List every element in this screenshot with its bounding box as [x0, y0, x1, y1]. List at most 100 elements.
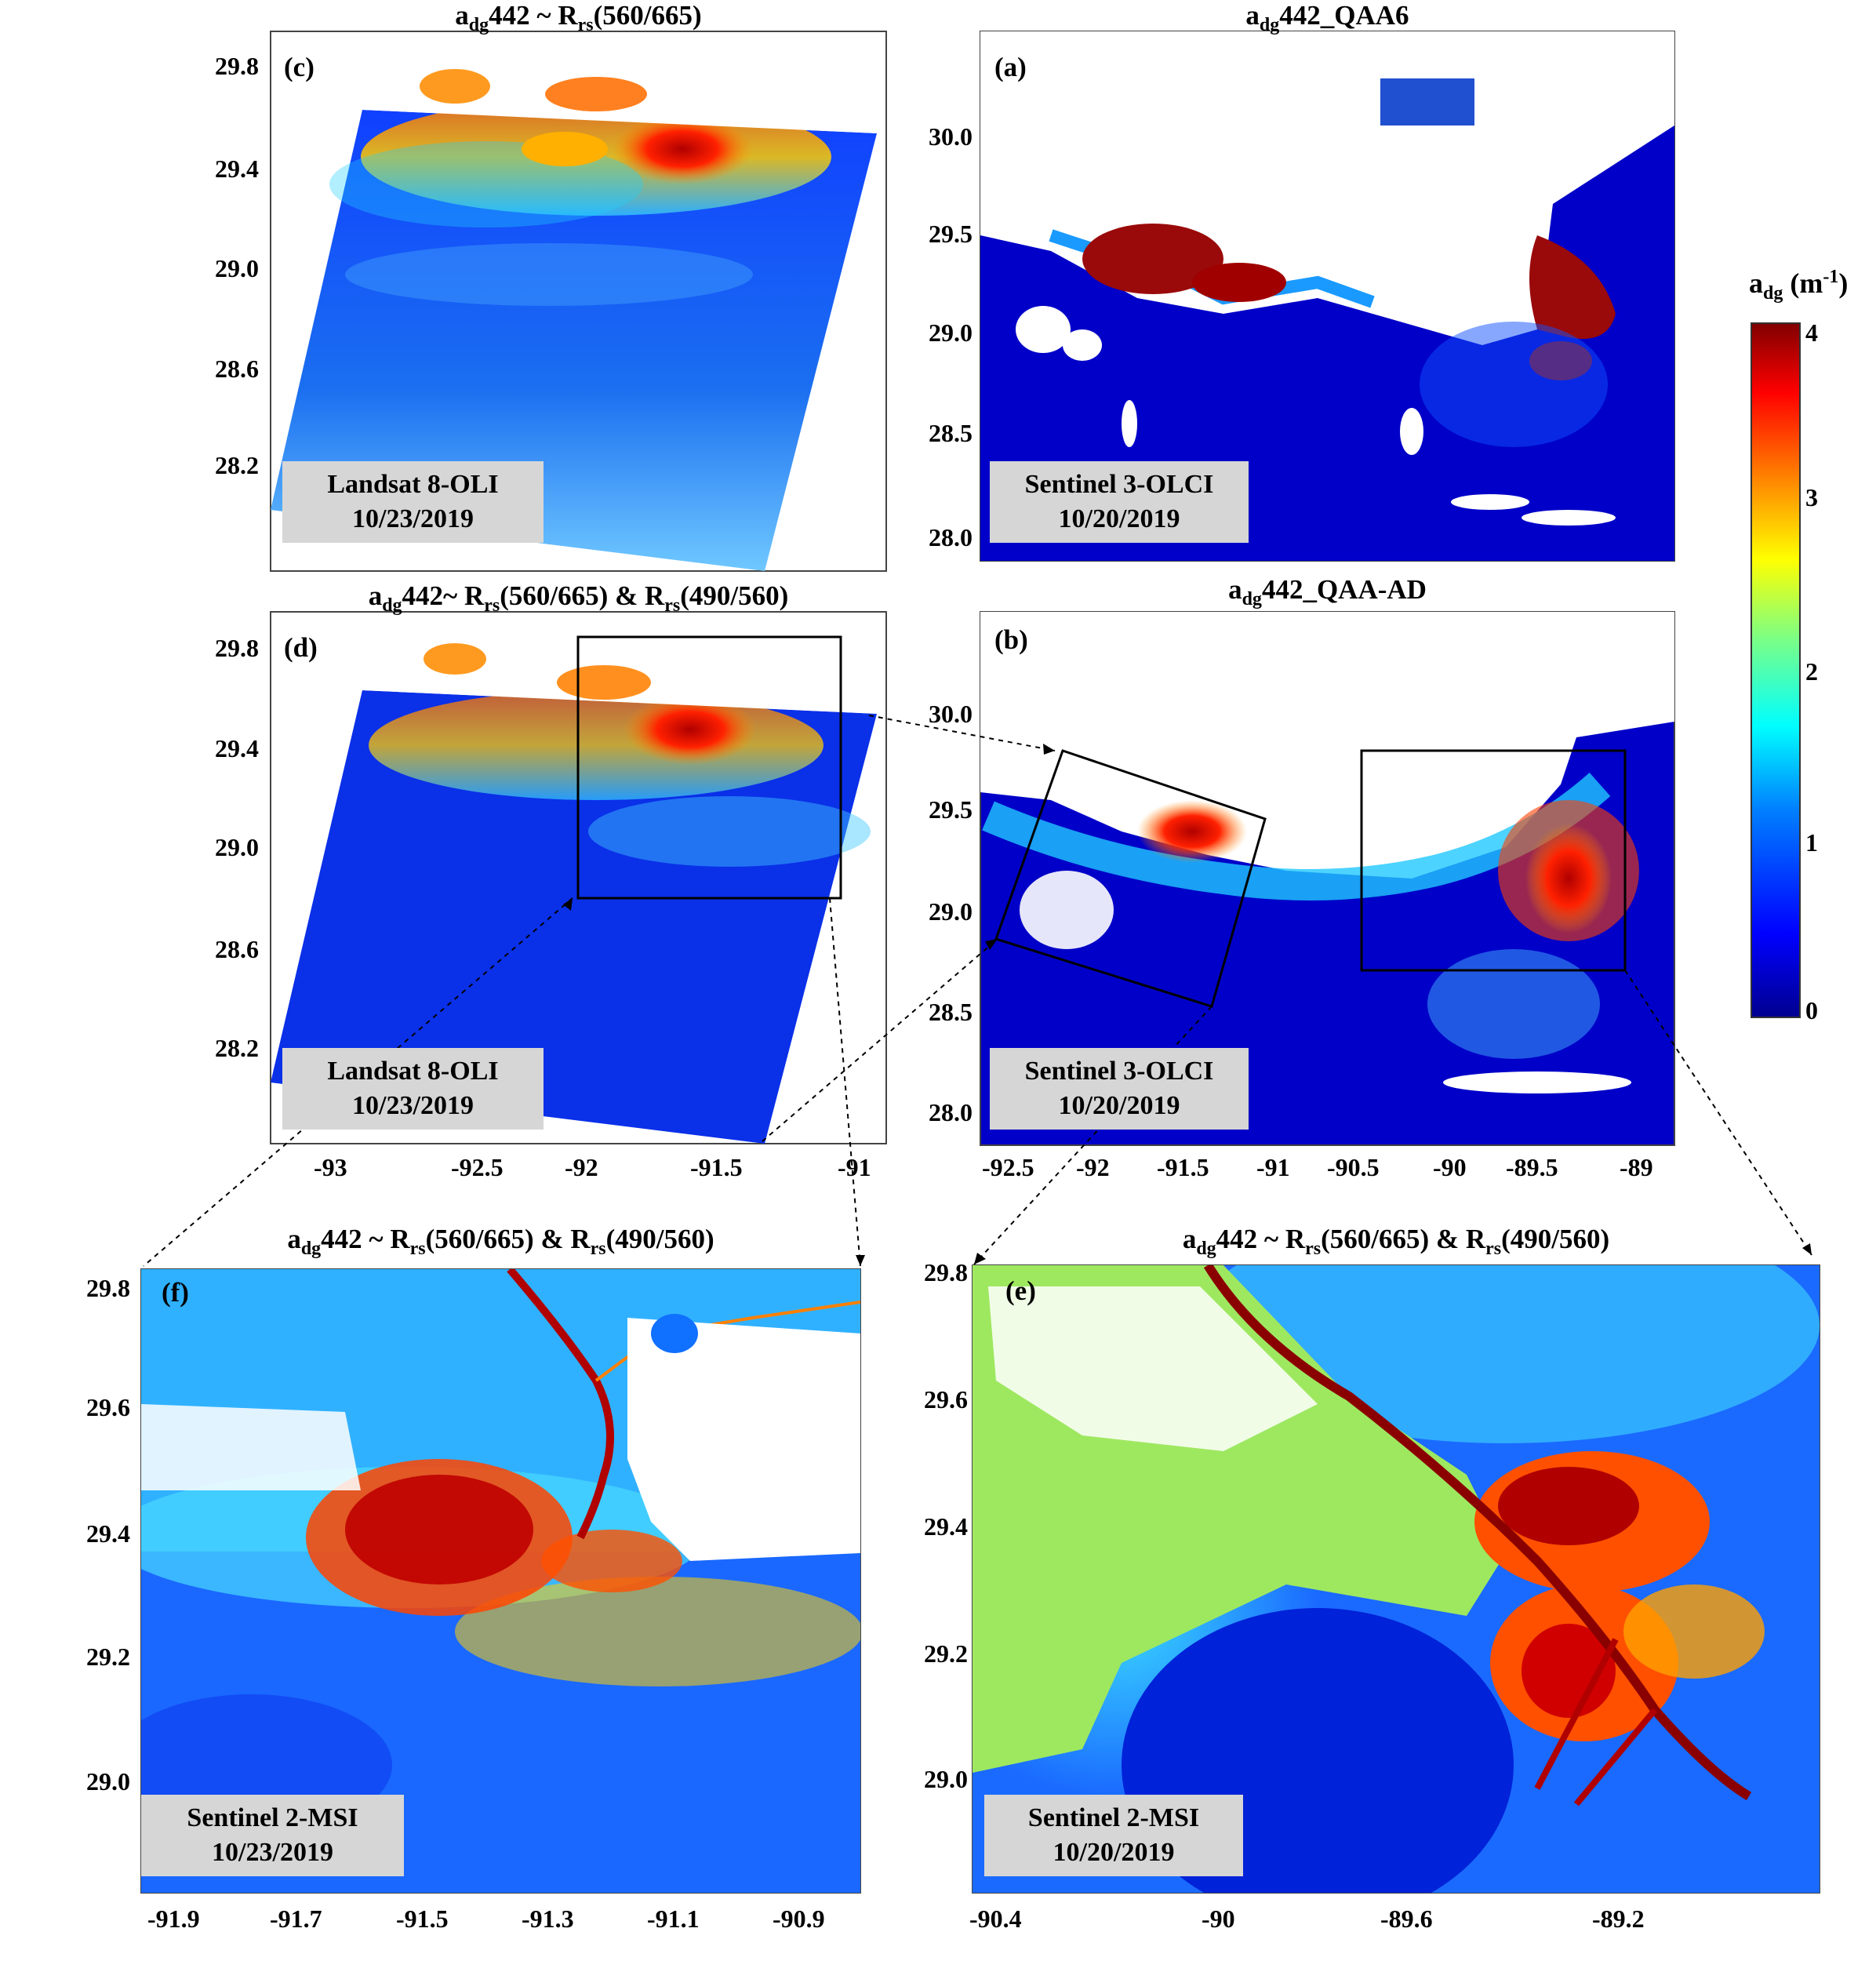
acquisition-date: 10/20/2019	[1058, 1091, 1180, 1120]
colorbar-label-close: )	[1838, 267, 1849, 299]
sensor-name: Sentinel 3-OLCI	[1024, 1057, 1214, 1086]
xtick: -91.3	[522, 1905, 574, 1933]
colorbar-tick: 2	[1805, 657, 1818, 686]
xtick: -89.2	[1592, 1905, 1645, 1933]
xtick: -90.4	[969, 1905, 1022, 1933]
xtick: -89.6	[1380, 1905, 1433, 1933]
ytick: 29.4	[86, 1519, 130, 1548]
ytick: 29.8	[215, 52, 259, 80]
panel-d-letter: (d)	[284, 632, 318, 663]
ytick: 29.5	[929, 220, 973, 248]
panel-f-sensor-box: Sentinel 2-MSI 10/23/2019	[141, 1795, 404, 1876]
xtick: -90	[1202, 1905, 1235, 1933]
ytick: 29.0	[215, 833, 259, 861]
colorbar-label-main: a	[1749, 267, 1763, 299]
colorbar	[1751, 322, 1801, 1018]
panel-e-letter: (e)	[1005, 1275, 1036, 1306]
ytick: 28.0	[929, 1098, 973, 1126]
panel-e-sensor-box: Sentinel 2-MSI 10/20/2019	[984, 1795, 1243, 1876]
ytick: 29.2	[86, 1643, 130, 1671]
ytick: 29.4	[924, 1512, 968, 1541]
ytick: 29.5	[929, 795, 973, 824]
ytick: 29.4	[215, 734, 259, 762]
sensor-name: Landsat 8-OLI	[327, 470, 499, 499]
panel-d-sensor-box: Landsat 8-OLI 10/23/2019	[282, 1048, 544, 1130]
ytick: 29.8	[86, 1274, 130, 1302]
ytick: 28.6	[215, 355, 259, 383]
panel-b-letter: (b)	[994, 624, 1028, 655]
xtick: -89.5	[1506, 1153, 1558, 1181]
panel-c-letter: (c)	[284, 52, 314, 82]
xtick: -91.9	[147, 1905, 200, 1933]
panel-b-sensor-box: Sentinel 3-OLCI 10/20/2019	[990, 1048, 1249, 1130]
colorbar-tick: 1	[1805, 828, 1818, 857]
ytick: 29.0	[86, 1767, 130, 1795]
panel-d-title: adg442~ Rrs(560/665) & Rrs(490/560)	[368, 580, 789, 616]
acquisition-date: 10/20/2019	[1053, 1838, 1175, 1867]
colorbar-label-exp: -1	[1823, 267, 1839, 287]
xtick: -91.5	[1157, 1153, 1209, 1181]
colorbar-label-unit: (m	[1790, 267, 1823, 299]
colorbar-tick: 0	[1805, 996, 1818, 1024]
ytick: 29.6	[86, 1393, 130, 1421]
xtick: -91.1	[647, 1905, 700, 1933]
ytick: 29.0	[929, 318, 973, 347]
panel-c-title: adg442 ~ Rrs(560/665)	[455, 0, 702, 35]
panel-f-letter: (f)	[162, 1277, 189, 1308]
panel-c-sensor-box: Landsat 8-OLI 10/23/2019	[282, 461, 544, 543]
xtick: -90.9	[773, 1905, 825, 1933]
sensor-name: Landsat 8-OLI	[327, 1057, 499, 1086]
xtick: -92	[565, 1153, 598, 1181]
ytick: 29.4	[215, 155, 259, 183]
ytick: 29.2	[924, 1639, 968, 1668]
panel-e-map	[972, 1264, 1820, 1894]
xtick: -92.5	[982, 1153, 1034, 1181]
ytick: 29.0	[929, 897, 973, 926]
ytick: 29.8	[215, 634, 259, 662]
panel-a-sensor-box: Sentinel 3-OLCI 10/20/2019	[990, 461, 1249, 543]
acquisition-date: 10/20/2019	[1058, 504, 1180, 533]
acquisition-date: 10/23/2019	[352, 1091, 474, 1120]
panel-e-title: adg442 ~ Rrs(560/665) & Rrs(490/560)	[1182, 1224, 1610, 1259]
panel-a-title: adg442_QAA6	[1245, 0, 1409, 35]
xtick: -91	[1256, 1153, 1290, 1181]
xtick: -89	[1620, 1153, 1653, 1181]
colorbar-label-sub: dg	[1763, 283, 1783, 304]
panel-b-title: adg442_QAA-AD	[1228, 574, 1427, 609]
ytick: 29.0	[215, 254, 259, 282]
panel-f-title: adg442 ~ Rrs(560/665) & Rrs(490/560)	[287, 1224, 714, 1259]
ytick: 29.0	[924, 1765, 968, 1793]
sensor-name: Sentinel 3-OLCI	[1024, 470, 1214, 499]
acquisition-date: 10/23/2019	[352, 504, 474, 533]
panel-f-map	[140, 1268, 861, 1894]
ytick: 29.6	[924, 1385, 968, 1413]
ytick: 28.2	[215, 451, 259, 479]
xtick: -91	[838, 1153, 871, 1181]
xtick: -91.7	[270, 1905, 322, 1933]
arrowheads	[563, 744, 1812, 1266]
ytick: 28.5	[929, 998, 973, 1026]
panel-a-letter: (a)	[994, 52, 1027, 82]
xtick: -91.5	[690, 1153, 743, 1181]
ytick: 28.0	[929, 523, 973, 551]
acquisition-date: 10/23/2019	[212, 1838, 333, 1867]
ytick: 30.0	[929, 122, 973, 151]
xtick: -92	[1076, 1153, 1110, 1181]
panel-c-map	[270, 31, 887, 572]
ytick: 28.6	[215, 935, 259, 963]
colorbar-label: adg (m-1)	[1749, 267, 1848, 304]
panel-b-map	[980, 611, 1675, 1146]
ytick: 28.5	[929, 419, 973, 447]
colorbar-tick: 3	[1805, 483, 1818, 511]
ytick: 30.0	[929, 700, 973, 728]
xtick: -91.5	[396, 1905, 449, 1933]
xtick: -93	[314, 1153, 347, 1181]
xtick: -90	[1433, 1153, 1467, 1181]
xtick: -92.5	[451, 1153, 504, 1181]
colorbar-tick: 4	[1805, 318, 1818, 347]
ytick: 28.2	[215, 1034, 259, 1062]
sensor-name: Sentinel 2-MSI	[1027, 1803, 1200, 1832]
sensor-name: Sentinel 2-MSI	[187, 1803, 358, 1832]
ytick: 29.8	[924, 1258, 968, 1286]
